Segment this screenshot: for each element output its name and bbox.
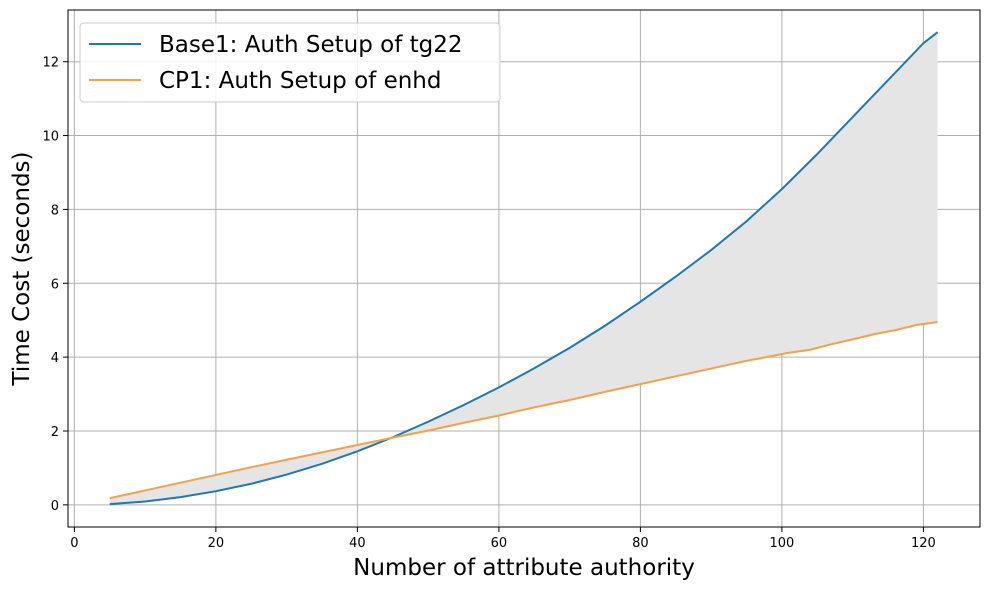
y-axis-label: Time Cost (seconds) [9, 152, 35, 387]
axis-ticks: 0 20 40 60 80 100 120 0 2 4 6 8 10 12 [42, 56, 935, 551]
fill-between-area [109, 32, 938, 505]
x-tick-label: 60 [491, 536, 508, 551]
y-tick-label: 6 [51, 277, 59, 292]
series-line-1 [109, 321, 938, 500]
y-tick-label: 8 [51, 203, 59, 218]
legend-box [79, 22, 501, 103]
legend-entry-cp1: CP1: Auth Setup of enhd [159, 68, 441, 94]
fill-between-polygon [109, 32, 938, 505]
x-axis-label: Number of attribute authority [353, 555, 695, 581]
plot-frame [67, 9, 981, 528]
x-tick-label: 120 [911, 536, 936, 551]
x-tick-label: 80 [632, 536, 649, 551]
y-tick-label: 4 [51, 351, 59, 366]
series-line-0 [109, 31, 939, 506]
y-tick-label: 12 [42, 56, 59, 71]
y-tick-label: 0 [51, 499, 59, 514]
x-tick-label: 20 [208, 536, 225, 551]
x-tick-label: 0 [70, 536, 78, 551]
x-tick-label: 100 [769, 536, 794, 551]
series-lines [109, 31, 939, 506]
legend: Base1: Auth Setup of tg22 CP1: Auth Setu… [79, 22, 501, 103]
y-tick-label: 10 [42, 130, 59, 145]
x-tick-label: 40 [349, 536, 366, 551]
legend-entry-base1: Base1: Auth Setup of tg22 [159, 32, 463, 58]
y-tick-label: 2 [51, 425, 59, 440]
